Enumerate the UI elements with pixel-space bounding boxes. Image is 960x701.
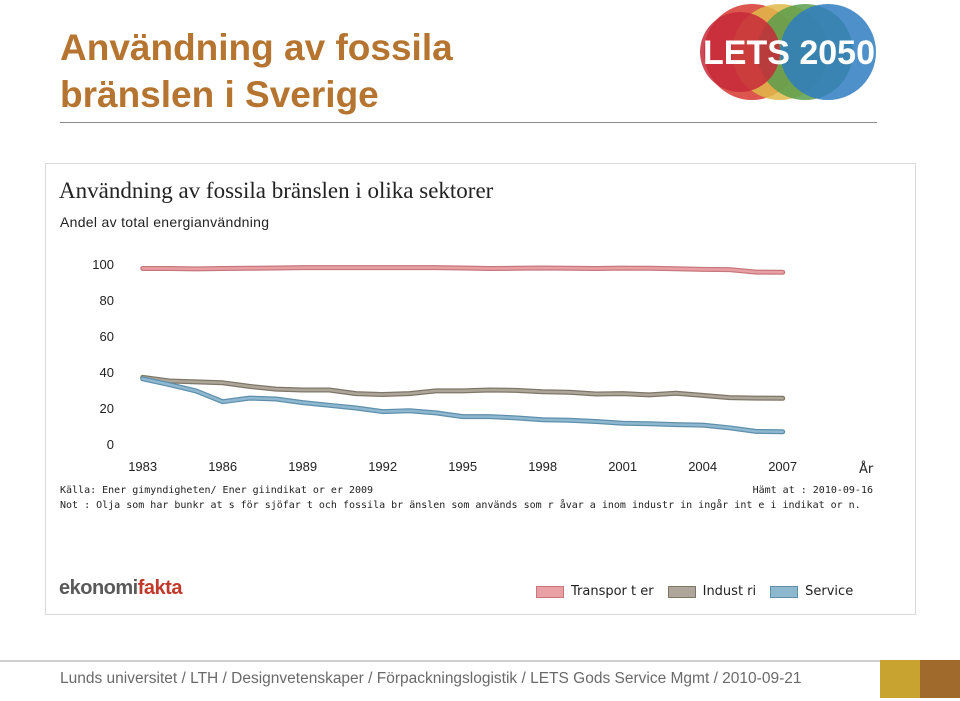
series-line-transporter (141, 266, 784, 274)
legend-item-service: Service (770, 584, 853, 599)
slide-title-line-1: Användning av fossila (60, 27, 453, 68)
logo-text: LETS 2050 (703, 34, 875, 72)
footer-accent-yellow (880, 660, 920, 698)
x-tick-label: 1983 (128, 459, 157, 474)
y-tick-label: 20 (100, 401, 114, 416)
legend-swatch-transporter (536, 585, 564, 598)
header-divider (60, 122, 877, 123)
legend-swatch-service (770, 585, 799, 598)
lets2050-logo: LETS 2050 (700, 4, 876, 100)
legend: Transpor t er Indust ri Service (536, 584, 867, 599)
x-axis-label: År (859, 461, 874, 477)
y-tick-label: 80 (100, 293, 114, 308)
note-text: Not : Olja som har bunkr at s för sjöfar… (60, 500, 861, 511)
x-tick-label: 2001 (608, 459, 637, 474)
y-tick-label: 60 (100, 329, 114, 344)
series-layer (140, 265, 786, 435)
chart-subtitle: Andel av total energianvändning (60, 214, 270, 230)
legend-label: Indust ri (702, 584, 757, 599)
footer-divider (0, 660, 960, 662)
chart-panel: 0 20 40 60 80 100 1983 1986 1989 1992 1995 1998 200… (45, 163, 916, 615)
x-tick-label: 1992 (368, 459, 397, 474)
slide-title-line-2: bränslen i Sverige (60, 74, 379, 115)
y-tick-label: 100 (92, 257, 114, 272)
brand-part-2: fakta (137, 577, 183, 599)
source-text: Källa: Ener gimyndigheten/ Ener giindika… (60, 485, 374, 496)
y-tick-label: 40 (100, 365, 114, 380)
legend-item-transporter: Transpor t er (536, 584, 654, 599)
y-axis: 0 20 40 60 80 100 (92, 257, 114, 452)
x-axis: 1983 1986 1989 1992 1995 1998 2001 2004 2007 (128, 459, 797, 474)
footer-text: Lunds universitet / LTH / Designvetenska… (60, 670, 802, 687)
slide-title: Användning av fossila bränslen i Sverige (60, 24, 453, 118)
x-tick-label: 2004 (688, 459, 717, 474)
series-line-industri (141, 376, 784, 400)
legend-swatch-industri (667, 585, 696, 598)
x-tick-label: 1986 (208, 459, 237, 474)
legend-label: Service (805, 584, 854, 599)
legend-item-industri: Indust ri (667, 584, 757, 599)
chart-title: Användning av fossila bränslen i olika s… (59, 178, 494, 203)
ekonomifakta-logo: ekonomifakta (59, 577, 182, 600)
y-tick-label: 0 (107, 437, 114, 452)
line-chart: 0 20 40 60 80 100 1983 1986 1989 1992 1995 1998 200… (92, 257, 874, 477)
footer-accent-brown (920, 660, 960, 698)
x-tick-label: 1995 (448, 459, 477, 474)
retrieved-date: Hämt at : 2010-09-16 (752, 485, 873, 496)
x-tick-label: 2007 (768, 459, 797, 474)
brand-part-1: ekonomi (59, 577, 138, 599)
x-tick-label: 1998 (528, 459, 557, 474)
x-tick-label: 1989 (288, 459, 317, 474)
legend-label: Transpor t er (571, 584, 654, 599)
series-line-service (141, 377, 784, 434)
